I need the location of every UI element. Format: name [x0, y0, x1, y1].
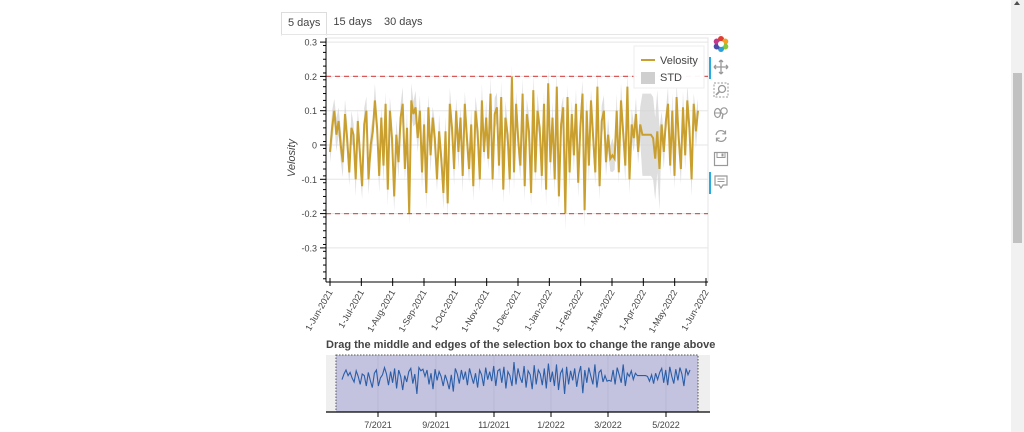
wheel-zoom-tool-button[interactable]: [709, 103, 733, 123]
x-tick-label: 1-May-2022: [647, 288, 680, 335]
x-tick-label: 1-Dec-2021: [491, 288, 523, 334]
range-tick-label: 5/2022: [652, 420, 680, 430]
reset-icon: [715, 129, 727, 143]
legend: Velosity STD: [633, 45, 705, 89]
y-tick-label: 0.3: [304, 38, 317, 48]
x-tick-label: 1-Nov-2021: [459, 288, 491, 334]
y-tick-label: 0.1: [304, 106, 317, 116]
x-tick-label: 1-Jan-2022: [523, 288, 554, 332]
wheel-zoom-icon: [713, 107, 728, 120]
tab-bar: 5 days 15 days 30 days: [281, 12, 428, 36]
scroll-up-arrow-icon[interactable]: [1014, 1, 1020, 5]
x-tick-label: 1-Mar-2022: [585, 288, 617, 333]
box-zoom-tool-button[interactable]: [709, 80, 733, 100]
tab-5-days[interactable]: 5 days: [281, 12, 328, 36]
hover-tooltip-icon: [714, 175, 728, 190]
y-tick-label: 0: [312, 141, 317, 151]
range-tick-label: 7/2021: [364, 420, 392, 430]
y-tick-label: -0.2: [301, 209, 317, 219]
active-indicator: [709, 57, 711, 79]
range-tick-label: 11/2021: [478, 420, 510, 430]
save-tool-button[interactable]: [709, 149, 733, 169]
x-tick-label: 1-Jun-2022: [679, 288, 710, 332]
overview-line: [341, 361, 691, 395]
pan-tool-button[interactable]: [709, 57, 733, 79]
y-tick-label: 0.2: [304, 72, 317, 82]
x-tick-label: 1-Feb-2022: [553, 288, 585, 333]
velocity-line: [329, 76, 699, 214]
active-indicator: [709, 172, 711, 194]
move-icon: [713, 59, 729, 75]
range-selector-title: Drag the middle and edges of the selecti…: [326, 339, 716, 351]
hover-tool-button[interactable]: [709, 172, 733, 194]
x-tick-label: 1-Jun-2021: [303, 288, 334, 332]
bokeh-logo-icon[interactable]: [709, 34, 733, 54]
x-tick-label: 1-Oct-2021: [429, 288, 460, 332]
range-tick-label: 3/2022: [594, 420, 622, 430]
tab-30-days[interactable]: 30 days: [383, 16, 423, 28]
box-zoom-icon: [713, 82, 729, 98]
x-tick-label: 1-Jul-2021: [336, 288, 366, 330]
y-tick-label: -0.3: [301, 243, 317, 253]
tab-15-days[interactable]: 15 days: [333, 16, 372, 28]
legend-std: STD: [660, 72, 682, 84]
page-scrollbar[interactable]: [1011, 0, 1024, 432]
range-selection-box[interactable]: [335, 354, 699, 413]
scroll-thumb[interactable]: [1013, 73, 1022, 243]
tab-divider: [281, 34, 721, 35]
save-icon: [713, 151, 729, 167]
x-tick-label: 1-Sep-2021: [397, 288, 429, 334]
x-tick-label: 1-Apr-2022: [617, 288, 648, 332]
legend-velosity: Velosity: [660, 55, 698, 67]
range-tick-label: 1/2022: [537, 420, 565, 430]
range-tick-label: 9/2021: [422, 420, 450, 430]
y-tick-label: -0.1: [301, 175, 317, 185]
x-tick-label: 1-Aug-2021: [365, 288, 397, 334]
reset-tool-button[interactable]: [709, 126, 733, 146]
